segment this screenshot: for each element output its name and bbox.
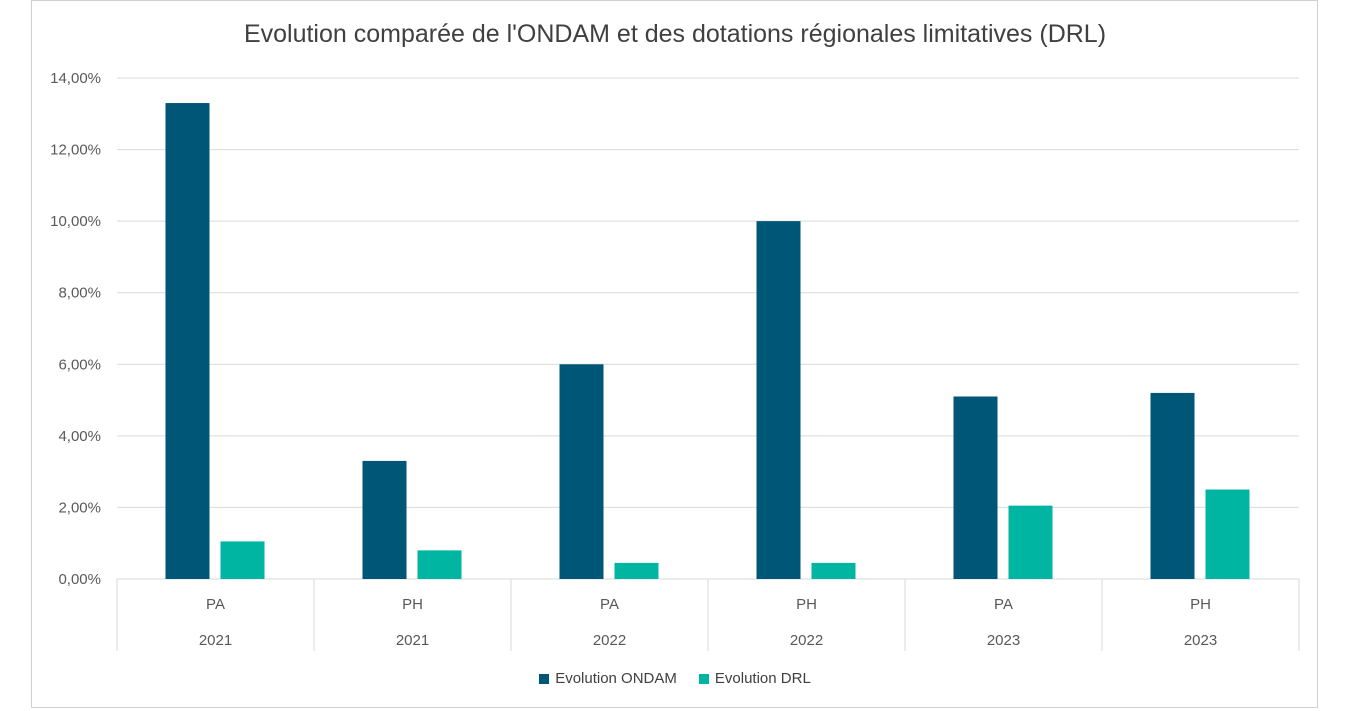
bar-ondam [953,396,998,579]
legend-swatch-drl [698,673,709,684]
y-tick-label: 12,00% [50,142,101,159]
legend-swatch-ondam [539,673,550,684]
chart-frame [31,0,1318,708]
bar-drl [811,562,856,579]
x-group-label: 2022 [593,632,626,649]
x-tick-label: PA [994,596,1013,613]
bar-ondam [165,103,210,580]
x-group-label: 2021 [396,632,429,649]
y-tick-label: 10,00% [50,213,101,230]
chart-legend: Evolution ONDAM Evolution DRL [0,670,1350,687]
y-tick-label: 14,00% [50,70,101,87]
bar-drl [417,550,462,579]
legend-label-ondam: Evolution ONDAM [555,670,677,687]
x-group-label: 2021 [199,632,232,649]
x-tick-label: PH [402,596,423,613]
bar-drl [220,541,265,579]
bar-ondam [1150,392,1195,579]
bar-ondam [362,460,407,579]
bar-ondam [559,364,604,579]
legend-item-ondam: Evolution ONDAM [539,670,677,687]
y-tick-label: 0,00% [58,571,101,588]
x-tick-label: PA [600,596,619,613]
bar-drl [1205,489,1250,579]
legend-label-drl: Evolution DRL [714,670,811,687]
x-group-label: 2022 [790,632,823,649]
chart-title: Evolution comparée de l'ONDAM et des dot… [243,20,1107,48]
bar-drl [614,562,659,579]
legend-item-drl: Evolution DRL [698,670,811,687]
bar-ondam [756,221,801,579]
x-group-label: 2023 [987,632,1020,649]
x-tick-label: PH [1190,596,1211,613]
x-tick-label: PA [206,596,225,613]
bar-drl [1008,505,1053,579]
x-tick-label: PH [796,596,817,613]
y-tick-label: 6,00% [58,356,101,373]
y-tick-label: 8,00% [58,285,101,302]
y-tick-label: 2,00% [58,499,101,516]
x-group-label: 2023 [1184,632,1217,649]
y-tick-label: 4,00% [58,428,101,445]
